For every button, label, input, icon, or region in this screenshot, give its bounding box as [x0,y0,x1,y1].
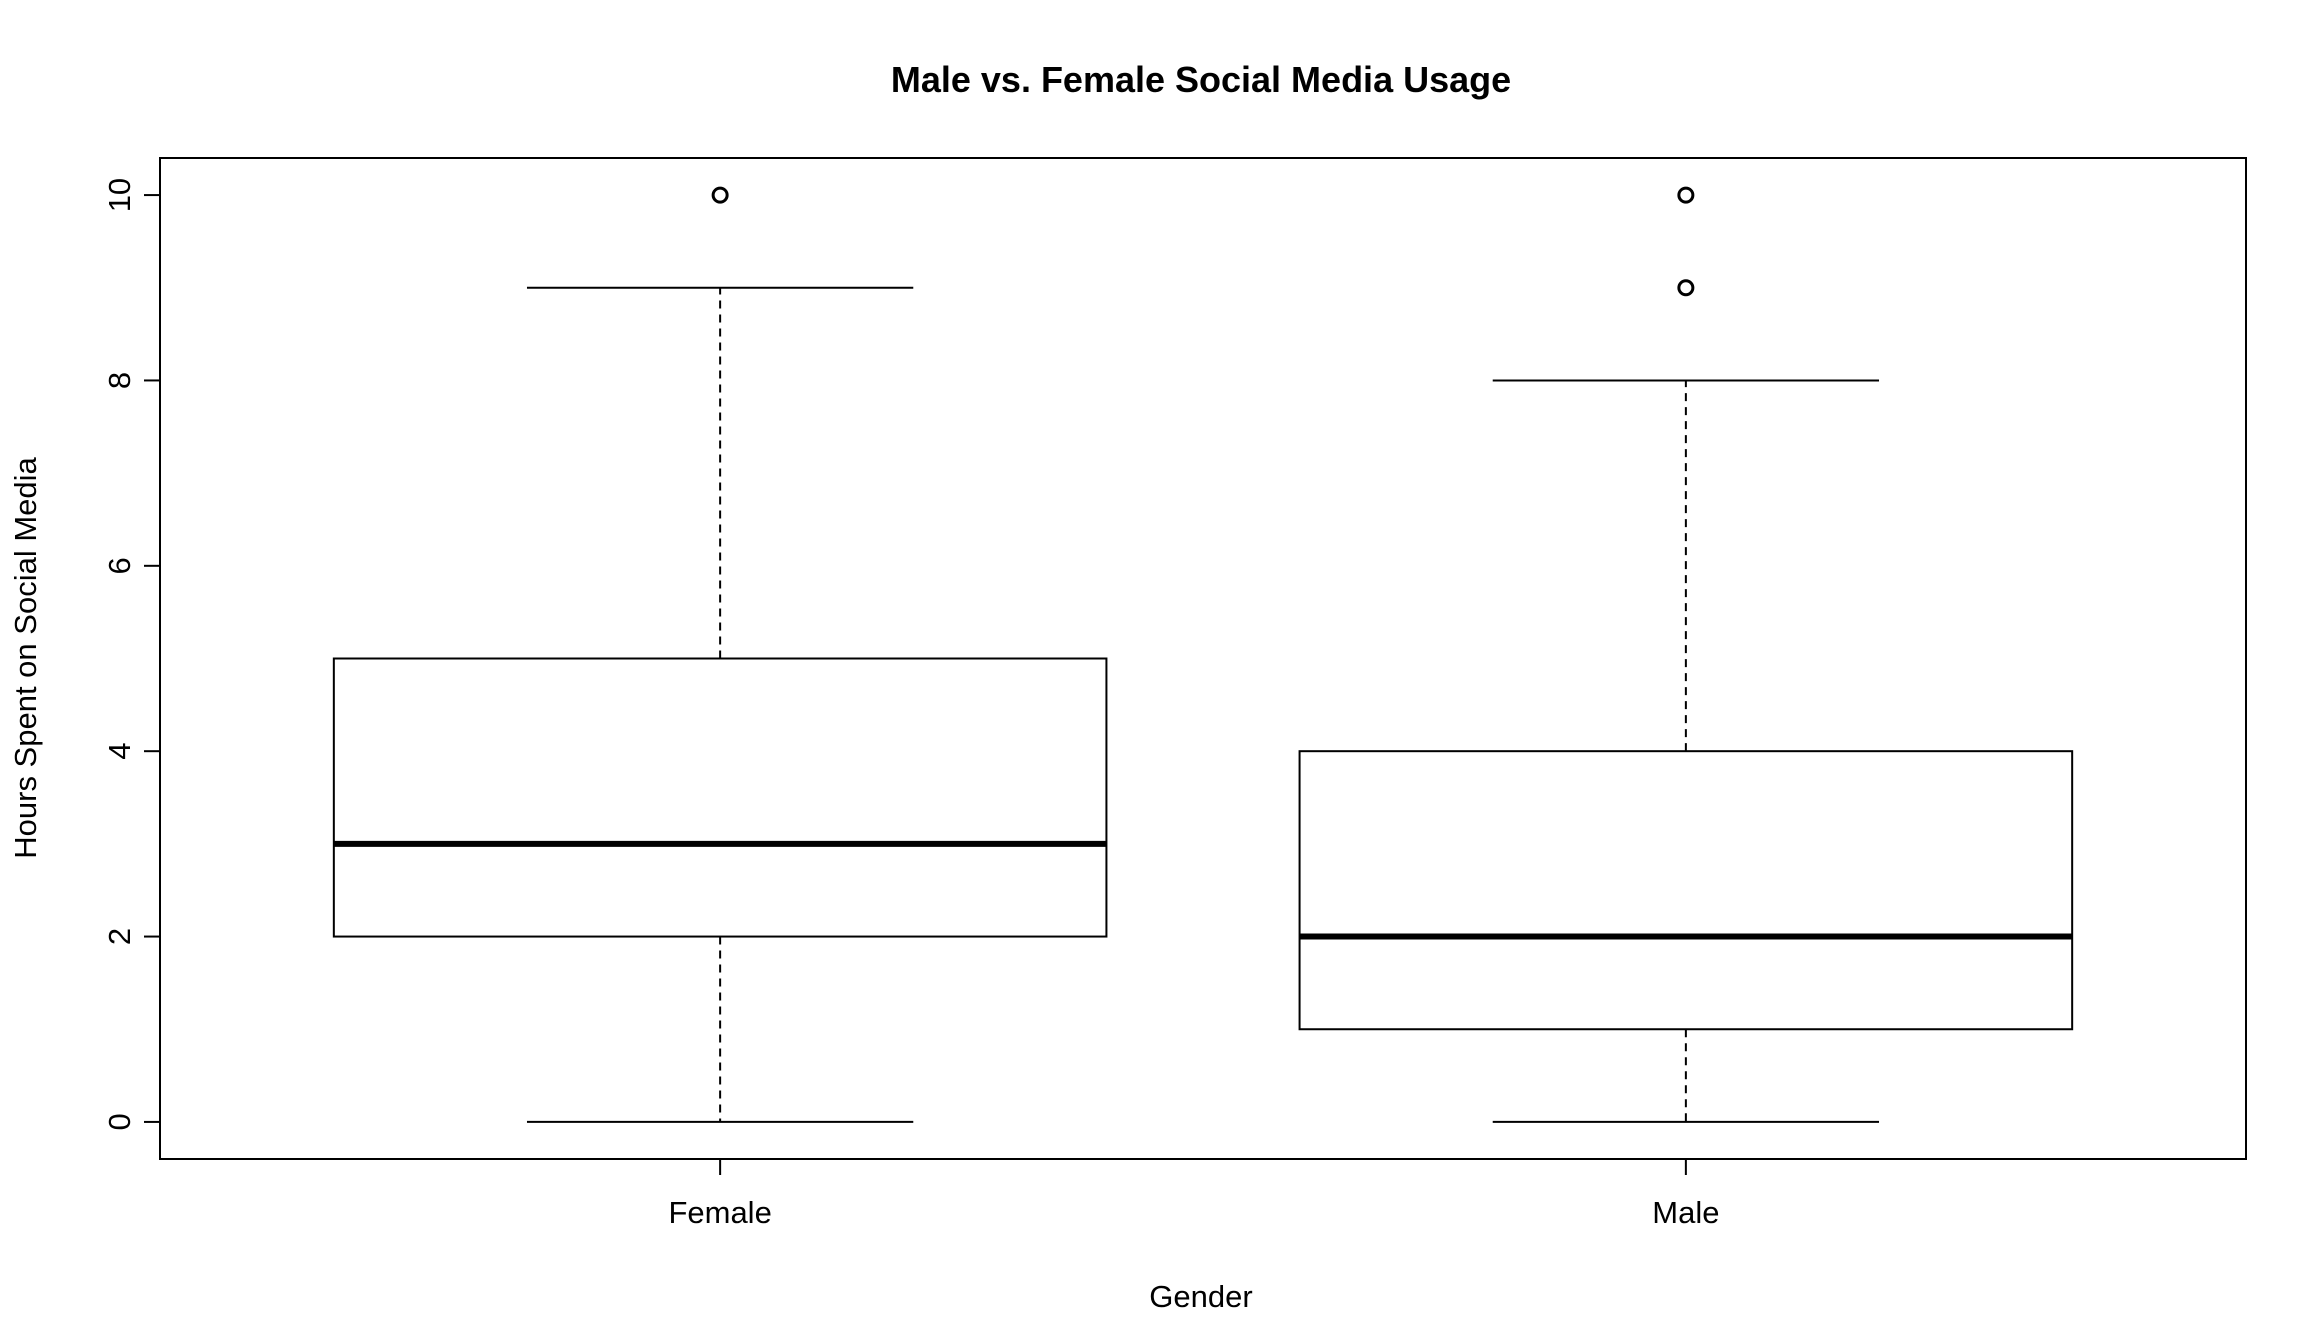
iqr-box [332,657,1108,938]
box-male [1298,186,2074,1123]
y-tick-label: 10 [102,178,137,212]
y-tick-label: 0 [102,1113,137,1130]
outlier-point [1677,279,1695,297]
y-tick-label: 2 [102,928,137,945]
outlier-point [711,186,729,204]
box-series [332,186,2074,1123]
outlier-point [1677,186,1695,204]
plot-frame [159,157,2247,1160]
y-tick-label: 8 [102,372,137,389]
x-tick-label: Male [1652,1195,1719,1230]
box-female [332,186,1108,1123]
y-axis: 0 2 4 6 8 10 [102,178,160,1131]
x-axis: Female Male [668,1159,1719,1230]
y-tick-label: 6 [102,557,137,574]
y-tick-label: 4 [102,743,137,760]
x-tick-label: Female [668,1195,771,1230]
iqr-box [1298,750,2074,1031]
chart-title: Male vs. Female Social Media Usage [891,59,1511,100]
y-axis-label: Hours Spent on Social Media [8,456,43,858]
x-axis-label: Gender [1149,1279,1252,1314]
